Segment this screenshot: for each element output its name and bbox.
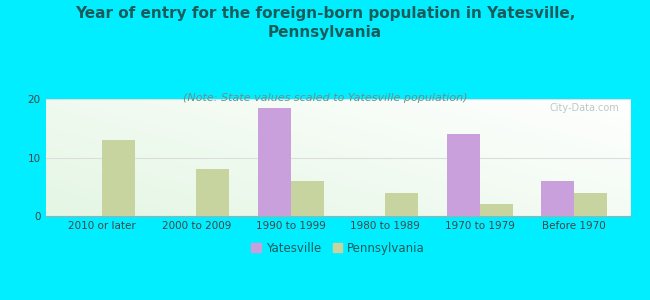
Bar (385, 193, 418, 216)
Text: (Note: State values scaled to Yatesville population): (Note: State values scaled to Yatesville… (183, 93, 467, 103)
Bar (291, 181, 324, 216)
Text: Year of entry for the foreign-born population in Yatesville,
Pennsylvania: Year of entry for the foreign-born popul… (75, 6, 575, 40)
Bar (258, 108, 291, 216)
Bar (574, 193, 607, 216)
Legend: Yatesville, Pennsylvania: Yatesville, Pennsylvania (247, 237, 429, 259)
Bar (447, 134, 480, 216)
Text: City-Data.com: City-Data.com (549, 103, 619, 112)
Bar (480, 204, 513, 216)
Bar (102, 140, 135, 216)
Bar (196, 169, 229, 216)
Bar (541, 181, 574, 216)
